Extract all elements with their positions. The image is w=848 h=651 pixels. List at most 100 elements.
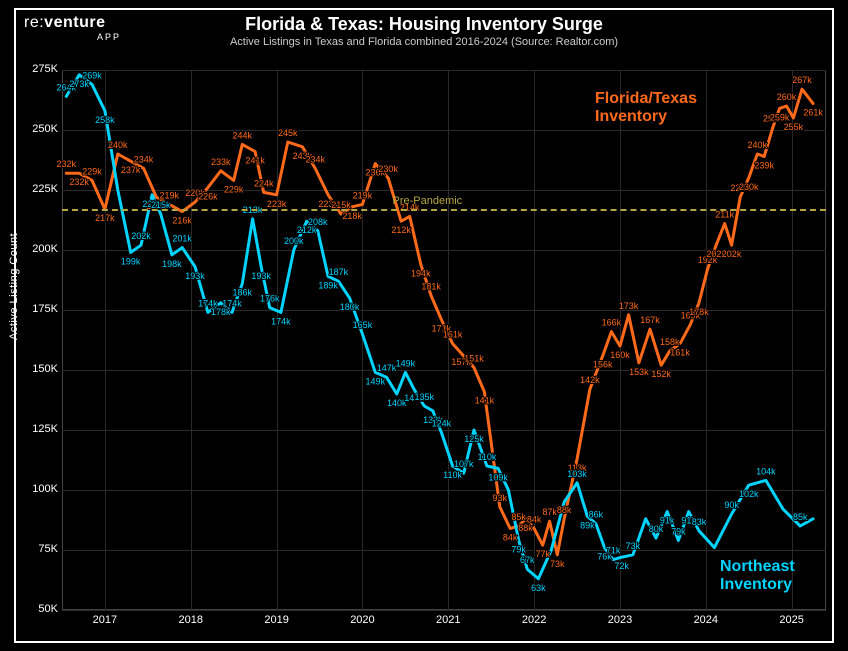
data-point-label: 200k	[284, 236, 304, 246]
data-point-label: 240k	[108, 140, 128, 150]
northeast-label: NortheastInventory	[720, 558, 795, 593]
data-point-label: 259k	[770, 112, 790, 122]
data-point-label: 85k	[793, 512, 808, 522]
data-point-label: 88k	[557, 505, 572, 515]
data-point-label: 142k	[580, 375, 600, 385]
data-point-label: 223k	[267, 199, 287, 209]
data-point-label: 224k	[254, 178, 274, 188]
data-point-label: 229k	[224, 184, 244, 194]
data-point-label: 187k	[329, 267, 349, 277]
chart-subtitle: Active Listings in Texas and Florida com…	[0, 36, 848, 48]
x-tick-label: 2017	[75, 614, 135, 626]
data-point-label: 234k	[134, 154, 154, 164]
data-point-label: 245k	[278, 128, 298, 138]
data-point-label: 161k	[670, 348, 690, 358]
data-point-label: 201k	[172, 234, 192, 244]
data-point-label: 232k	[57, 159, 77, 169]
data-point-label: 103k	[567, 469, 587, 479]
data-point-label: 217k	[95, 213, 115, 223]
x-tick-label: 2020	[332, 614, 392, 626]
data-point-label: 219k	[353, 190, 373, 200]
data-point-label: 83k	[692, 517, 707, 527]
x-tick-label: 2022	[504, 614, 564, 626]
data-point-label: 202k	[722, 249, 742, 259]
data-point-label: 153k	[629, 367, 649, 377]
pre-pandemic-label: Pre-Pandemic	[392, 195, 462, 207]
data-point-label: 241k	[245, 156, 265, 166]
data-point-label: 237k	[121, 165, 141, 175]
x-tick-label: 2018	[161, 614, 221, 626]
data-point-label: 93k	[493, 493, 508, 503]
data-point-label: 189k	[318, 280, 338, 290]
data-point-label: 77k	[535, 549, 550, 559]
data-point-label: 152k	[651, 369, 671, 379]
data-point-label: 239k	[754, 160, 774, 170]
data-point-label: 212k	[391, 225, 411, 235]
data-point-label: 173k	[619, 301, 639, 311]
data-point-label: 107k	[454, 459, 474, 469]
data-point-label: 160k	[610, 350, 630, 360]
data-point-label: 218k	[342, 211, 362, 221]
data-point-label: 102k	[739, 489, 759, 499]
data-point-label: 87k	[542, 507, 557, 517]
data-point-label: 219k	[160, 190, 180, 200]
data-point-label: 269k	[82, 70, 102, 80]
data-point-label: 109k	[488, 472, 508, 482]
data-point-label: 151k	[464, 354, 484, 364]
data-point-label: 72k	[614, 561, 629, 571]
data-point-label: 198k	[162, 259, 182, 269]
x-tick-label: 2024	[676, 614, 736, 626]
data-point-label: 90k	[724, 500, 739, 510]
y-tick-label: 225K	[18, 183, 58, 195]
data-point-label: 141k	[475, 396, 495, 406]
data-point-label: 194k	[411, 268, 431, 278]
y-tick-label: 250K	[18, 123, 58, 135]
data-point-label: 91k	[660, 516, 675, 526]
y-tick-label: 50K	[18, 603, 58, 615]
data-point-label: 260k	[777, 92, 797, 102]
data-point-label: 79k	[671, 526, 686, 536]
data-point-label: 199k	[121, 256, 141, 266]
data-point-label: 202k	[131, 231, 151, 241]
data-point-label: 186k	[233, 288, 253, 298]
data-point-label: 208k	[308, 217, 328, 227]
data-point-label: 174k	[222, 298, 242, 308]
data-point-label: 84k	[527, 514, 542, 524]
x-tick-label: 2023	[590, 614, 650, 626]
data-point-label: 124k	[432, 418, 452, 428]
data-point-label: 125k	[464, 434, 484, 444]
data-point-label: 110k	[443, 470, 462, 480]
data-point-label: 234k	[305, 154, 325, 164]
data-point-label: 147k	[377, 363, 397, 373]
data-point-label: 73k	[626, 541, 641, 551]
data-point-label: 240k	[748, 140, 768, 150]
y-tick-label: 200K	[18, 243, 58, 255]
y-tick-label: 75K	[18, 543, 58, 555]
data-point-label: 181k	[421, 282, 441, 292]
data-point-label: 86k	[589, 510, 604, 520]
data-point-label: 193k	[251, 271, 271, 281]
y-tick-label: 275K	[18, 63, 58, 75]
data-point-label: 73k	[550, 559, 565, 569]
data-point-label: 232k	[69, 177, 89, 187]
data-point-label: 104k	[756, 466, 776, 476]
series-line-florida-texas	[66, 89, 813, 555]
data-point-label: 158k	[660, 337, 680, 347]
data-point-label: 176k	[260, 294, 280, 304]
data-point-label: 180k	[340, 302, 360, 312]
x-tick-label: 2021	[418, 614, 478, 626]
data-point-label: 166k	[602, 318, 622, 328]
data-point-label: 63k	[531, 583, 546, 593]
y-tick-label: 150K	[18, 363, 58, 375]
data-point-label: 244k	[233, 130, 253, 140]
data-point-label: 67k	[520, 555, 535, 565]
data-point-label: 226k	[198, 192, 218, 202]
data-point-label: 255k	[784, 122, 804, 132]
data-point-label: 89k	[580, 520, 595, 530]
data-point-label: 229k	[82, 166, 102, 176]
data-point-label: 230k	[378, 164, 398, 174]
florida-texas-label: Florida/TexasInventory	[595, 90, 697, 125]
data-point-label: 193k	[185, 271, 205, 281]
x-tick-label: 2025	[762, 614, 822, 626]
y-tick-label: 125K	[18, 423, 58, 435]
